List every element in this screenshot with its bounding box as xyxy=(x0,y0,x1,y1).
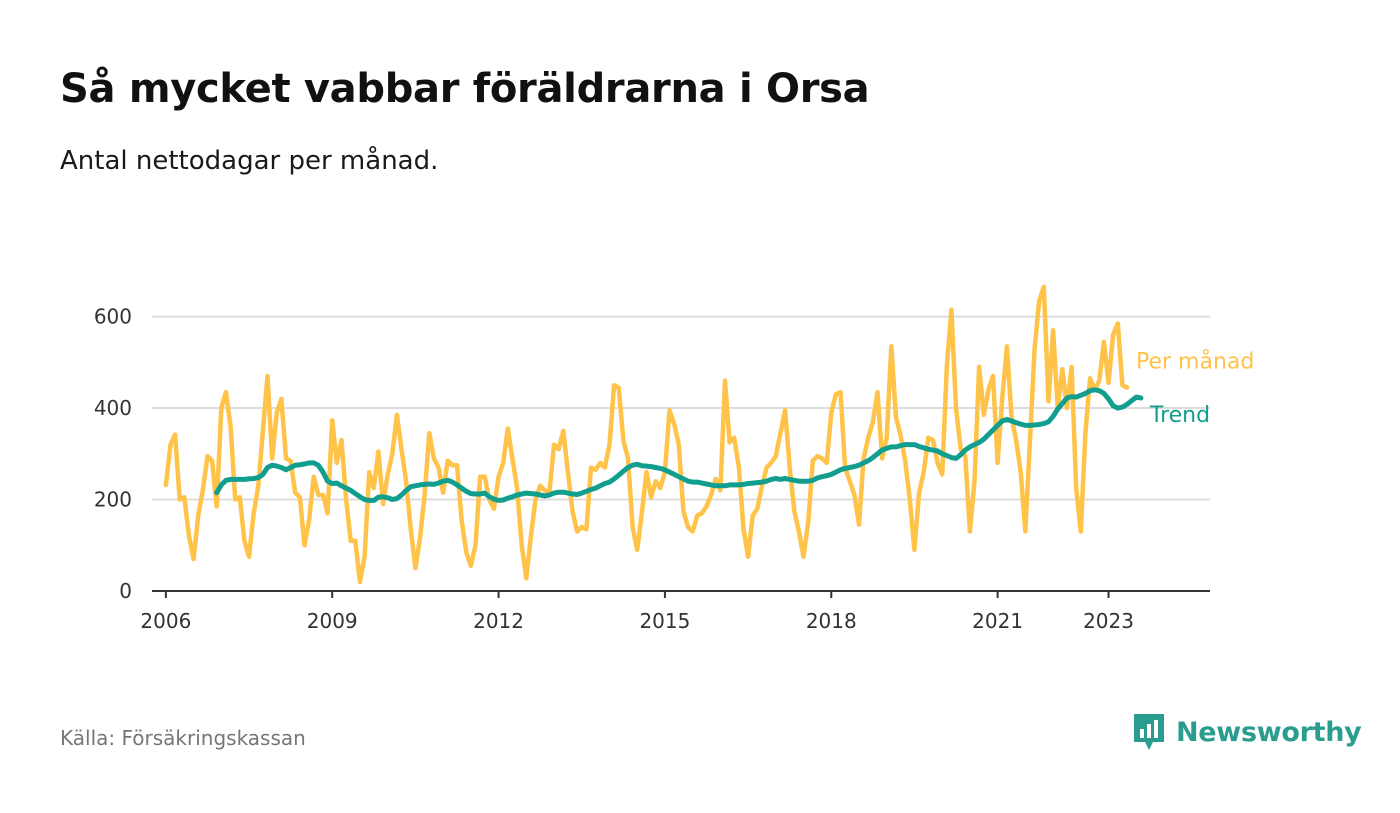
series-lines xyxy=(163,284,1144,585)
x-tick-label: 2015 xyxy=(639,609,690,633)
axes: 0 200 400 600 2006 2009 2012 2015 2018 2021 2023 xyxy=(94,305,1210,633)
x-tick-label: 2006 xyxy=(140,609,191,633)
legend-label-trend: Trend xyxy=(1149,403,1210,428)
newsworthy-logo-icon xyxy=(1134,714,1164,750)
source-note: Källa: Försäkringskassan xyxy=(60,726,306,750)
x-tick-label: 2009 xyxy=(307,609,358,633)
brand-logo: Newsworthy xyxy=(1132,710,1362,754)
legend-label-per-manad: Per månad xyxy=(1136,348,1254,374)
x-tick-label: 2021 xyxy=(972,609,1023,633)
series-line-trend xyxy=(214,387,1144,503)
x-tick-label: 2023 xyxy=(1083,609,1134,633)
brand-name: Newsworthy xyxy=(1176,716,1362,748)
y-tick-label: 200 xyxy=(94,488,132,512)
y-tick-label: 400 xyxy=(94,396,132,420)
legend: Per månad Trend xyxy=(1136,348,1254,428)
x-tick-label: 2012 xyxy=(473,609,524,633)
y-tick-label: 0 xyxy=(119,579,132,603)
chart-subtitle: Antal nettodagar per månad. xyxy=(60,146,439,176)
chart-title: Så mycket vabbar föräldrarna i Orsa xyxy=(60,66,870,112)
x-tick-label: 2018 xyxy=(806,609,857,633)
series-line-per-manad xyxy=(163,284,1130,585)
y-tick-label: 600 xyxy=(94,305,132,329)
